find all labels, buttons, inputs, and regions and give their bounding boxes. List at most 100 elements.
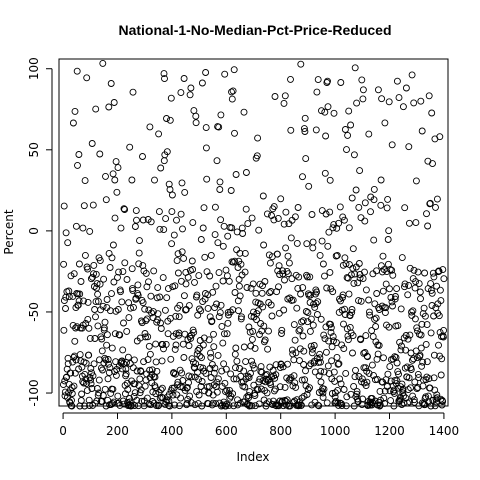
data-point (335, 219, 343, 227)
x-tick-label: 600 (215, 424, 238, 438)
data-point (114, 164, 122, 172)
data-point (68, 402, 76, 410)
data-point (220, 222, 228, 230)
data-point (410, 99, 418, 107)
data-point (91, 306, 99, 313)
data-point (292, 383, 300, 391)
data-point (217, 301, 225, 309)
data-point (297, 60, 305, 68)
data-point (164, 330, 172, 338)
data-point (74, 301, 82, 309)
data-point (207, 349, 214, 357)
data-point (271, 374, 279, 382)
data-point (313, 88, 321, 96)
data-point (267, 288, 275, 295)
data-point (152, 340, 160, 348)
data-point (254, 386, 262, 394)
data-point (166, 116, 174, 124)
data-point (173, 257, 181, 265)
data-point (118, 298, 126, 306)
data-point (416, 351, 424, 359)
data-point (231, 257, 239, 265)
data-point (177, 89, 185, 97)
data-point (151, 176, 158, 184)
data-point (393, 285, 401, 293)
data-point (242, 358, 250, 366)
data-point (255, 226, 263, 234)
data-point (288, 275, 296, 283)
data-point (154, 402, 162, 410)
data-point (249, 361, 257, 369)
data-point (337, 297, 344, 305)
data-point (305, 182, 313, 190)
data-point (79, 224, 87, 232)
data-point (62, 305, 69, 312)
data-point (196, 352, 204, 360)
data-point (199, 364, 207, 372)
data-point (296, 345, 304, 353)
data-point (411, 398, 418, 406)
data-point (381, 309, 389, 317)
data-point (217, 216, 225, 224)
data-point (422, 393, 430, 401)
data-point (239, 230, 247, 237)
data-point (75, 151, 83, 158)
data-point (195, 305, 203, 313)
data-point (103, 341, 111, 349)
data-point (383, 268, 391, 276)
data-point (107, 80, 115, 87)
data-point (309, 345, 316, 353)
data-point (417, 97, 425, 105)
data-point (385, 323, 393, 331)
data-point (336, 375, 344, 383)
data-point (296, 398, 304, 406)
y-tick-label: -50 (27, 302, 41, 322)
data-point (261, 387, 269, 395)
data-point (338, 341, 346, 349)
data-point (142, 269, 150, 277)
x-tick-label: 200 (106, 424, 129, 438)
data-point (103, 296, 111, 303)
data-point (386, 363, 394, 371)
data-point (170, 231, 178, 239)
data-point (282, 244, 290, 252)
data-point (356, 167, 364, 175)
data-point (334, 360, 342, 368)
data-point (236, 249, 244, 257)
data-point (202, 124, 210, 132)
data-point (173, 216, 180, 224)
data-point (358, 76, 366, 84)
data-point (353, 390, 361, 398)
data-point (92, 105, 100, 113)
data-point (346, 261, 353, 269)
data-point (105, 360, 112, 368)
data-point (300, 125, 308, 133)
data-point (438, 355, 446, 363)
data-point (223, 330, 231, 338)
data-point (324, 242, 332, 250)
data-point (432, 203, 439, 211)
data-point (229, 258, 237, 266)
y-axis: -100 -50 0 50 100 (27, 57, 53, 407)
data-point (165, 397, 173, 405)
data-point (292, 349, 300, 357)
data-point (270, 387, 278, 395)
data-point (331, 389, 339, 397)
data-point (311, 368, 319, 376)
data-point (418, 127, 426, 135)
data-point (325, 370, 333, 378)
data-point (328, 357, 336, 365)
data-point (148, 309, 155, 317)
data-point (268, 312, 276, 320)
data-point (64, 360, 72, 368)
data-point (275, 283, 282, 291)
data-point (278, 326, 286, 334)
data-point (83, 74, 91, 82)
data-point (207, 353, 215, 361)
data-point (218, 367, 226, 375)
data-point (411, 378, 419, 386)
data-point (185, 302, 193, 310)
data-point (146, 350, 154, 358)
data-point (85, 396, 93, 404)
data-point (281, 92, 289, 100)
